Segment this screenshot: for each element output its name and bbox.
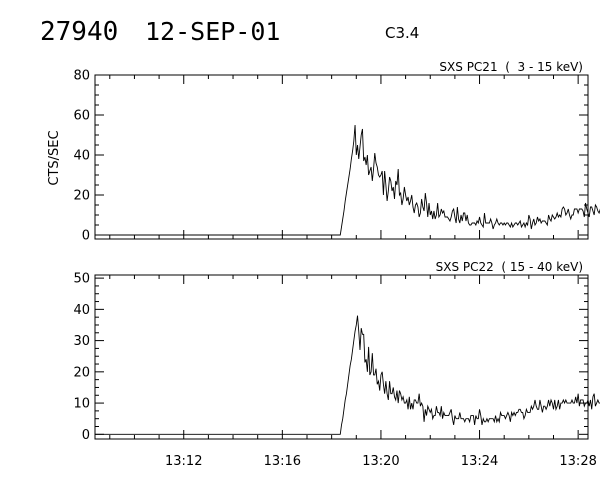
- panel-pc21: SXS PC21 ( 3 - 15 keV) 0 20 40 60 80: [73, 60, 600, 244]
- pc21-x-ticks: [109, 75, 579, 239]
- y-axis-label: CTS/SEC: [47, 130, 62, 185]
- panel-pc22: SXS PC22 ( 15 - 40 keV) 0 10 20 30 40 50: [73, 260, 600, 443]
- pc22-y-tick-label: 40: [73, 303, 90, 318]
- x-tick-label: 13:20: [362, 454, 399, 469]
- pc21-trace: [95, 124, 600, 236]
- event-id: 27940: [40, 17, 118, 47]
- event-date: 12-SEP-01: [145, 17, 280, 46]
- panel-pc22-frame: [94, 274, 589, 440]
- pc22-y-tick-label: 30: [73, 334, 90, 349]
- pc21-y-tick-label: 40: [73, 149, 90, 164]
- pc22-y-tick-label: 10: [73, 397, 90, 412]
- panel-pc21-title: SXS PC21 ( 3 - 15 keV): [439, 60, 583, 74]
- pc21-y-ticks: 0 20 40 60 80: [73, 69, 588, 244]
- panel-pc21-frame: [94, 74, 589, 240]
- pc21-y-tick-label: 80: [73, 69, 90, 84]
- x-tick-labels: 13:12 13:16 13:20 13:24 13:28: [165, 454, 597, 469]
- x-tick-label: 13:24: [461, 454, 498, 469]
- pc22-y-ticks: 0 10 20 30 40 50: [73, 272, 588, 443]
- x-tick-label: 13:16: [264, 454, 301, 469]
- pc22-y-tick-label: 20: [73, 365, 90, 380]
- pc22-trace: [95, 315, 600, 435]
- pc22-x-ticks: [109, 275, 579, 439]
- x-tick-label: 13:12: [165, 454, 202, 469]
- pc21-y-tick-label: 0: [82, 229, 90, 244]
- pc21-y-tick-label: 60: [73, 109, 90, 124]
- pc22-y-tick-label: 0: [82, 428, 90, 443]
- panel-pc22-title: SXS PC22 ( 15 - 40 keV): [436, 260, 583, 274]
- x-tick-label: 13:28: [559, 454, 596, 469]
- flare-class: C3.4: [385, 24, 419, 42]
- pc22-y-tick-label: 50: [73, 272, 90, 287]
- pc21-y-tick-label: 20: [73, 189, 90, 204]
